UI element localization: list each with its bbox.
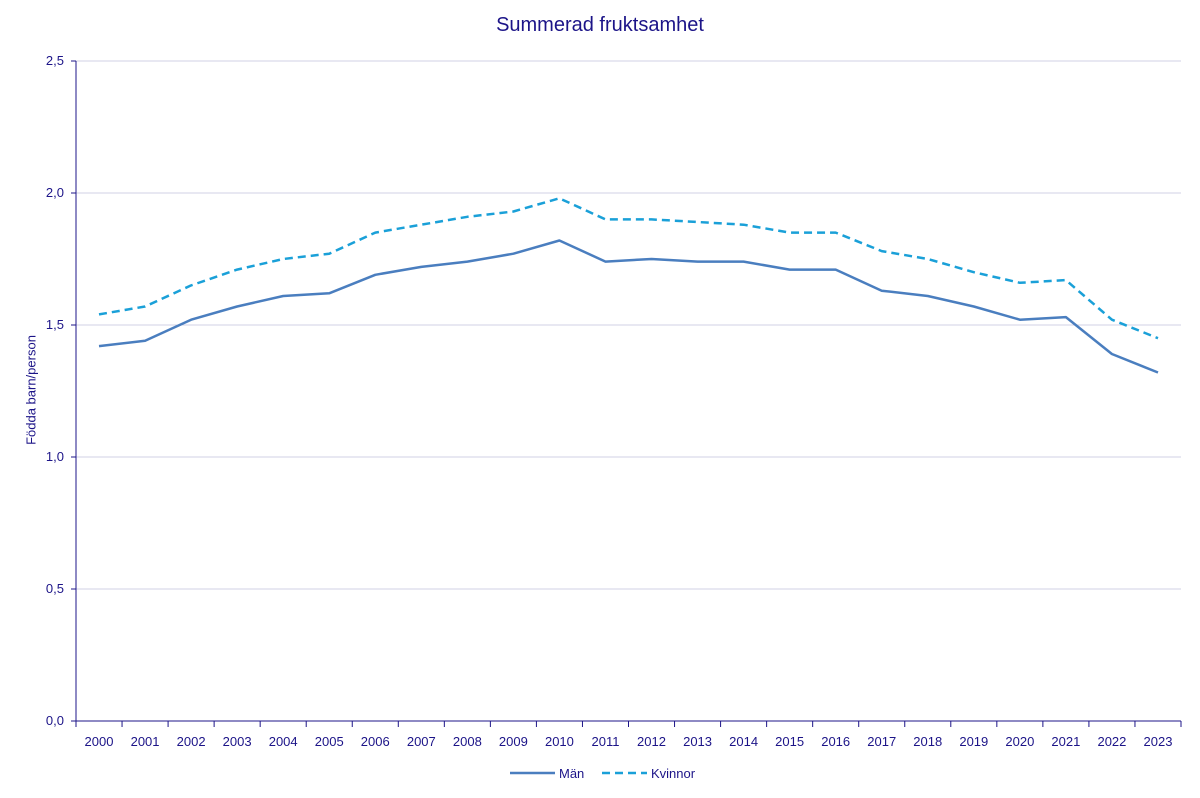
- x-tick-label: 2016: [821, 734, 850, 749]
- x-tick-label: 2011: [591, 734, 619, 749]
- legend-label-2: Kvinnor: [651, 766, 696, 781]
- y-tick-label: 0,5: [46, 581, 64, 596]
- x-tick-label: 2012: [637, 734, 666, 749]
- x-tick-label: 2004: [269, 734, 298, 749]
- x-tick-label: 2014: [729, 734, 758, 749]
- x-tick-label: 2001: [131, 734, 160, 749]
- chart-title: Summerad fruktsamhet: [496, 14, 704, 36]
- x-tick-label: 2022: [1097, 734, 1126, 749]
- x-tick-label: 2005: [315, 734, 344, 749]
- x-tick-label: 2017: [867, 734, 896, 749]
- x-tick-label: 2002: [177, 734, 206, 749]
- series-lines: [98, 197, 1159, 374]
- x-tick-label: 2000: [85, 734, 114, 749]
- x-tick-label: 2007: [407, 734, 436, 749]
- x-tick-label: 2020: [1005, 734, 1034, 749]
- series-line-2: [98, 197, 1159, 340]
- grid-lines: [76, 60, 1181, 590]
- series-line-1: [98, 239, 1159, 374]
- x-tick-label: 2008: [453, 734, 482, 749]
- x-tick-label: 2006: [361, 734, 390, 749]
- y-tick-label: 1,5: [46, 317, 64, 332]
- x-tick-label: 2013: [683, 734, 712, 749]
- x-tick-label: 2009: [499, 734, 528, 749]
- x-tick-label: 2015: [775, 734, 804, 749]
- x-tick-label: 2023: [1144, 734, 1173, 749]
- x-tick-label: 2010: [545, 734, 574, 749]
- x-tick-label: 2021: [1051, 734, 1080, 749]
- legend: Män Kvinnor: [510, 766, 696, 781]
- y-tick-label: 1,0: [46, 449, 64, 464]
- y-tick-label: 2,5: [46, 53, 64, 68]
- axes: 0,0 0,5 1,0 1,5 2,0 2,5 2000 2001 2002 2003 2004 20…: [46, 53, 1182, 749]
- legend-label-1: Män: [559, 766, 584, 781]
- y-tick-label: 2,0: [46, 185, 64, 200]
- y-tick-label: 0,0: [46, 713, 64, 728]
- x-tick-label: 2018: [913, 734, 942, 749]
- x-tick-label: 2003: [223, 734, 252, 749]
- x-tick-label: 2019: [959, 734, 988, 749]
